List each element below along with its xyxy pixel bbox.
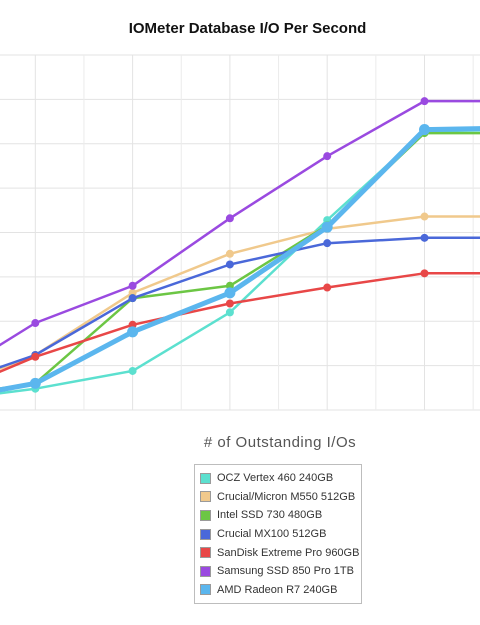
legend-item: OCZ Vertex 460 240GB <box>195 469 361 488</box>
x-tick-label: 2 <box>32 419 38 420</box>
x-axis-label: # of Outstanding I/Os <box>203 434 357 451</box>
data-point <box>31 319 40 328</box>
legend-label: Samsung SSD 850 Pro 1TB <box>217 565 354 578</box>
data-point <box>420 233 429 242</box>
series-ocz-vertex-460-240gb <box>0 127 480 395</box>
legend-item: SanDisk Extreme Pro 960GB <box>195 543 361 562</box>
data-point <box>31 352 40 361</box>
grid <box>0 54 480 411</box>
data-point <box>321 221 333 233</box>
data-point <box>323 152 332 161</box>
data-point <box>225 299 234 308</box>
x-axis-ticks: 2 4 8 16 32 <box>32 419 430 420</box>
data-point <box>419 124 430 136</box>
series-samsung-ssd-850-pro-1tb <box>0 97 480 347</box>
series-line <box>0 131 480 390</box>
legend-item: Samsung SSD 850 Pro 1TB <box>195 562 361 581</box>
legend-swatch <box>200 584 211 596</box>
legend-item: Intel SSD 730 480GB <box>195 506 361 525</box>
legend-swatch <box>200 472 211 484</box>
legend-label: Intel SSD 730 480GB <box>217 509 323 522</box>
series-line <box>0 272 480 373</box>
data-point <box>420 269 429 278</box>
chart-plot-area: 2 4 8 16 32 <box>0 54 480 420</box>
legend-swatch <box>200 491 211 503</box>
series-line <box>0 129 480 395</box>
legend-swatch <box>200 565 211 577</box>
data-point <box>225 308 234 317</box>
legend-label: SanDisk Extreme Pro 960GB <box>217 546 360 559</box>
x-tick-label: 8 <box>227 419 233 420</box>
series-lines <box>0 97 480 395</box>
data-point <box>420 212 429 221</box>
legend-item: Crucial/Micron M550 512GB <box>195 488 361 507</box>
data-point <box>128 281 137 290</box>
data-point <box>29 377 41 389</box>
data-point <box>420 97 429 106</box>
chart-title: IOMeter Database I/O Per Second <box>128 20 367 37</box>
data-point <box>323 239 332 248</box>
x-tick-label: 32 <box>418 419 430 420</box>
legend-label: Crucial MX100 512GB <box>217 528 327 541</box>
data-point <box>225 249 234 258</box>
data-point <box>225 214 234 223</box>
data-point <box>224 287 236 299</box>
legend-label: AMD Radeon R7 240GB <box>217 583 338 596</box>
legend-item: Crucial MX100 512GB <box>195 525 361 544</box>
x-tick-label: 16 <box>321 419 333 420</box>
legend-label: OCZ Vertex 460 240GB <box>217 472 334 485</box>
x-tick-label: 4 <box>130 419 136 420</box>
series-amd-radeon-r7-240gb <box>0 124 480 393</box>
legend: OCZ Vertex 460 240GB Crucial/Micron M550 … <box>194 464 362 605</box>
legend-swatch <box>200 509 211 521</box>
series-sandisk-extreme-pro-960gb <box>0 269 480 373</box>
data-point <box>225 260 234 269</box>
legend-item: AMD Radeon R7 240GB <box>195 581 361 600</box>
data-point <box>128 294 137 303</box>
data-point <box>323 283 332 292</box>
legend-swatch <box>200 547 211 559</box>
data-point <box>127 326 139 338</box>
data-point <box>128 366 137 375</box>
legend-label: Crucial/Micron M550 512GB <box>217 490 356 503</box>
series-line <box>0 126 480 393</box>
legend-swatch <box>200 528 211 540</box>
